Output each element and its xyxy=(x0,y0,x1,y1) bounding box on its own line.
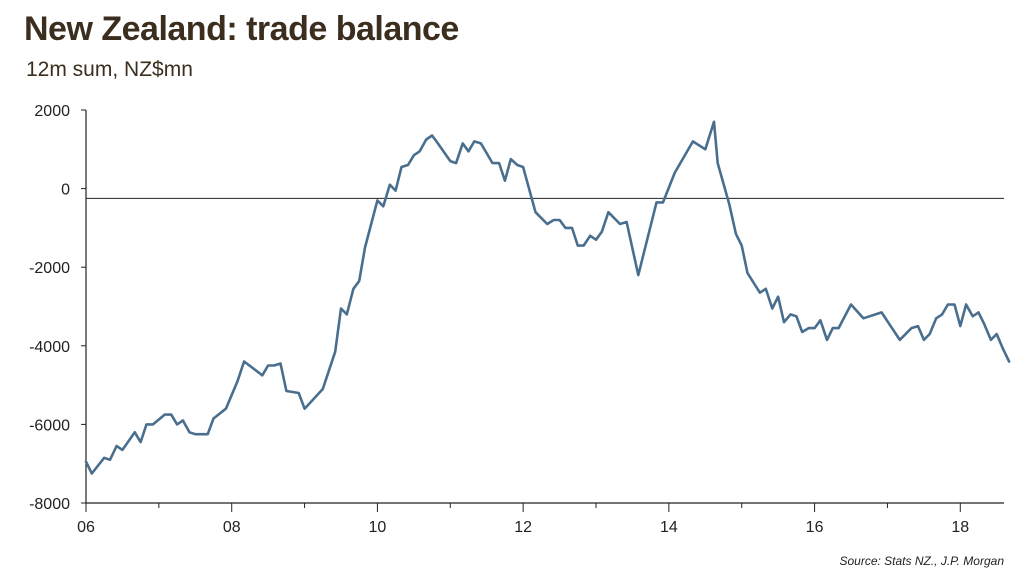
y-tick-label: -6000 xyxy=(29,417,70,434)
tick-labels: 2000 0 -2000 -4000 -6000 -8000 06 08 10 12 14 16 18 xyxy=(29,103,969,536)
series-group xyxy=(84,120,1011,475)
y-tick-label: -8000 xyxy=(29,496,70,513)
y-tick-label: -2000 xyxy=(29,260,70,277)
x-tick-label: 16 xyxy=(806,519,824,536)
x-tick-label: 12 xyxy=(514,519,532,536)
chart-axes xyxy=(81,109,1004,512)
y-tick-label: -4000 xyxy=(29,339,70,356)
x-tick-label: 06 xyxy=(77,519,95,536)
x-tick-label: 14 xyxy=(660,519,678,536)
x-tick-label: 08 xyxy=(223,519,241,536)
chart-title: New Zealand: trade balance xyxy=(24,10,459,48)
y-tick-label: 0 xyxy=(61,182,70,199)
x-tick-label: 10 xyxy=(369,519,387,536)
series-line xyxy=(84,120,1011,475)
chart-source: Source: Stats NZ., J.P. Morgan xyxy=(839,554,1004,568)
chart-subtitle: 12m sum, NZ$mn xyxy=(26,58,193,81)
y-tick-label: 2000 xyxy=(34,103,70,120)
x-tick-label: 18 xyxy=(951,519,969,536)
